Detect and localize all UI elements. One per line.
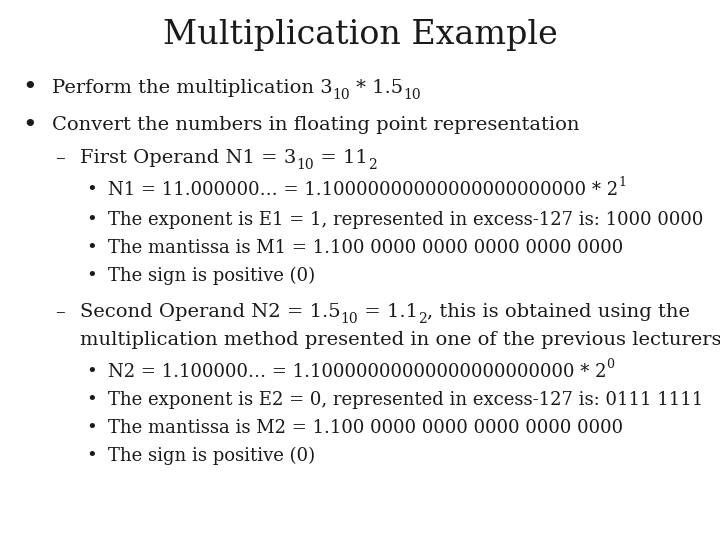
Text: •: • [22, 77, 37, 99]
Text: 10: 10 [297, 158, 314, 172]
Text: = 1.1: = 1.1 [359, 303, 418, 321]
Text: •: • [86, 391, 97, 409]
Text: * 1.5: * 1.5 [351, 79, 403, 97]
Text: •: • [86, 181, 97, 199]
Text: N1 = 11.000000… = 1.10000000000000000000000 * 2: N1 = 11.000000… = 1.10000000000000000000… [108, 181, 618, 199]
Text: The sign is positive (0): The sign is positive (0) [108, 267, 315, 285]
Text: 0: 0 [606, 359, 614, 372]
Text: Multiplication Example: Multiplication Example [163, 19, 557, 51]
Text: First Operand N1 = 3: First Operand N1 = 3 [80, 149, 297, 167]
Text: •: • [22, 113, 37, 137]
Text: •: • [86, 447, 97, 465]
Text: = 11: = 11 [314, 149, 368, 167]
Text: 2: 2 [418, 312, 427, 326]
Text: The sign is positive (0): The sign is positive (0) [108, 447, 315, 465]
Text: 10: 10 [333, 88, 351, 102]
Text: –: – [55, 149, 65, 167]
Text: –: – [55, 303, 65, 321]
Text: •: • [86, 211, 97, 229]
Text: The mantissa is M1 = 1.100 0000 0000 0000 0000 0000: The mantissa is M1 = 1.100 0000 0000 000… [108, 239, 624, 257]
Text: The exponent is E2 = 0, represented in excess-127 is: 0111 1111: The exponent is E2 = 0, represented in e… [108, 391, 703, 409]
Text: Perform the multiplication 3: Perform the multiplication 3 [52, 79, 333, 97]
Text: multiplication method presented in one of the previous lecturers: multiplication method presented in one o… [80, 331, 720, 349]
Text: N2 = 1.100000… = 1.10000000000000000000000 * 2: N2 = 1.100000… = 1.100000000000000000000… [108, 363, 606, 381]
Text: •: • [86, 419, 97, 437]
Text: 1: 1 [618, 177, 626, 190]
Text: •: • [86, 267, 97, 285]
Text: Second Operand N2 = 1.5: Second Operand N2 = 1.5 [80, 303, 341, 321]
Text: •: • [86, 363, 97, 381]
Text: •: • [86, 239, 97, 257]
Text: 2: 2 [368, 158, 377, 172]
Text: 10: 10 [403, 88, 421, 102]
Text: 10: 10 [341, 312, 359, 326]
Text: The mantissa is M2 = 1.100 0000 0000 0000 0000 0000: The mantissa is M2 = 1.100 0000 0000 000… [108, 419, 623, 437]
Text: , this is obtained using the: , this is obtained using the [427, 303, 690, 321]
Text: Convert the numbers in floating point representation: Convert the numbers in floating point re… [52, 116, 580, 134]
Text: The exponent is E1 = 1, represented in excess-127 is: 1000 0000: The exponent is E1 = 1, represented in e… [108, 211, 703, 229]
